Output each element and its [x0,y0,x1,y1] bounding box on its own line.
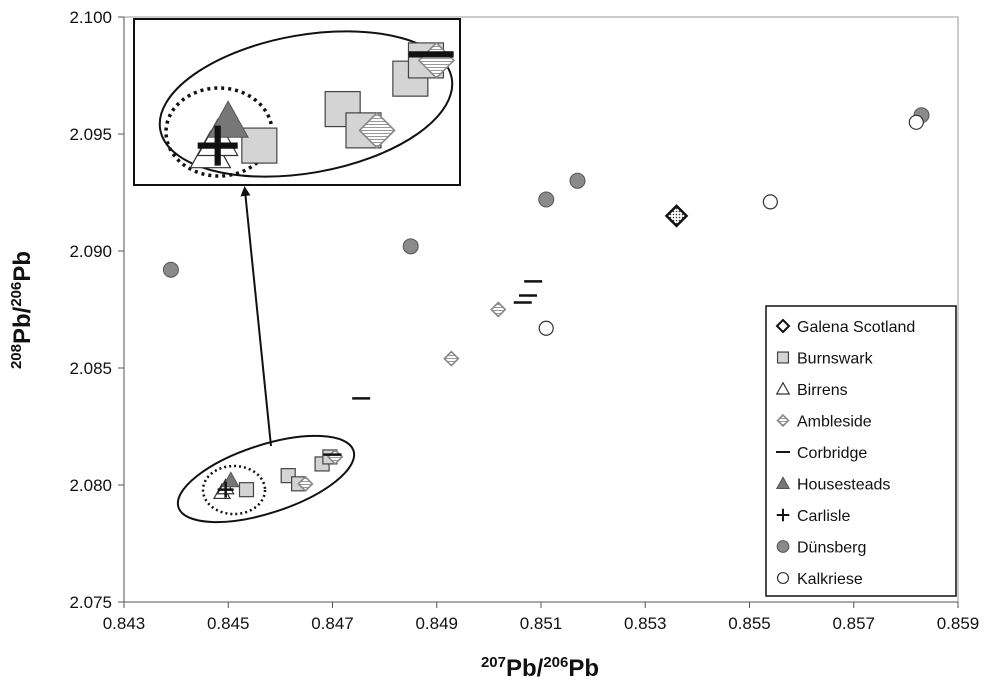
y-axis-ticks: 2.075 2.080 2.085 2.090 2.095 2.100 [69,8,124,612]
legend-label-ambleside: Ambleside [797,414,872,431]
legend-label-galena-scotland: Galena Scotland [797,319,915,336]
x-tick-label: 0.845 [207,614,250,633]
legend-marker-carlisle [776,508,790,522]
x-tick-label: 0.847 [311,614,354,633]
legend-box [765,305,957,597]
y-axis-title-sup2: 206 [8,282,25,307]
point-burnswark [238,482,255,498]
point-kalkriese [538,320,554,336]
point-d-nsberg [162,261,179,278]
legend-marker-ambleside [776,413,790,428]
cluster-ellipse [176,434,356,524]
inset-zoom [133,18,461,186]
point-ambleside [443,350,460,367]
legend: Galena Scotland Burnswark Birrens Ambleside… [765,305,957,597]
x-tick-label: 0.857 [832,614,875,633]
x-axis-title-sup1: 207 [481,654,506,671]
inset-frame [133,18,461,186]
point-d-nsberg [569,172,586,189]
legend-label-birrens: Birrens [797,382,848,399]
inset-point-ambleside [358,111,396,150]
point-ambleside [490,301,507,318]
x-tick-label: 0.849 [415,614,458,633]
point-ambleside [297,475,314,492]
x-axis-ticks: 0.843 0.845 0.847 0.849 0.851 0.853 0.855 0.857… [103,602,980,633]
x-axis-title: 207Pb/206Pb [481,654,599,682]
zoom-arrow [240,186,272,447]
y-tick-label: 2.090 [69,242,112,261]
legend-label-housesteads: Housesteads [797,477,890,494]
legend-label-carlisle: Carlisle [797,508,850,525]
y-axis-title-main2: Pb [9,251,36,282]
x-tick-label: 0.859 [937,614,980,633]
inset-point-burnswark [241,127,278,164]
x-axis-title-main2: Pb [568,655,599,682]
point-d-nsberg [538,191,555,208]
x-tick-label: 0.851 [520,614,563,633]
legend-marker-birrens [775,381,791,395]
y-axis-title-sup1: 208 [8,344,25,369]
legend-label-corbridge: Corbridge [797,445,867,462]
legend-marker-galena-scotland [775,318,791,334]
point-kalkriese [908,114,924,130]
inset-data-points [189,41,456,169]
point-d-nsberg [402,238,419,255]
y-tick-label: 2.080 [69,476,112,495]
y-tick-label: 2.085 [69,359,112,378]
legend-label-d-nsberg: Dünsberg [797,540,866,557]
legend-label-burnswark: Burnswark [797,351,874,368]
y-axis-title-main1: Pb/ [9,306,36,344]
legend-items: Galena Scotland Burnswark Birrens Ambleside… [775,318,915,588]
y-tick-label: 2.100 [69,8,112,27]
legend-marker-burnswark [776,351,790,364]
legend-marker-housesteads [775,476,791,489]
y-tick-label: 2.075 [69,593,112,612]
inset-point-carlisle [197,125,238,166]
x-axis-title-sup2: 206 [543,654,568,671]
point-kalkriese [762,194,778,210]
legend-marker-d-nsberg [776,540,790,553]
y-axis-title: 208Pb/206Pb [8,251,36,369]
x-axis-title-main1: Pb/ [506,655,544,682]
y-tick-label: 2.095 [69,125,112,144]
point-carlisle [217,481,234,498]
data-points [162,107,930,500]
x-tick-label: 0.843 [103,614,146,633]
inset-cluster-ellipse [158,30,454,178]
point-galena-scotland [664,204,689,228]
x-tick-label: 0.853 [624,614,667,633]
legend-label-kalkriese: Kalkriese [797,571,863,588]
legend-marker-kalkriese [776,571,790,585]
sub-cluster-dotted-ellipse [201,464,267,516]
x-tick-label: 0.855 [728,614,771,633]
